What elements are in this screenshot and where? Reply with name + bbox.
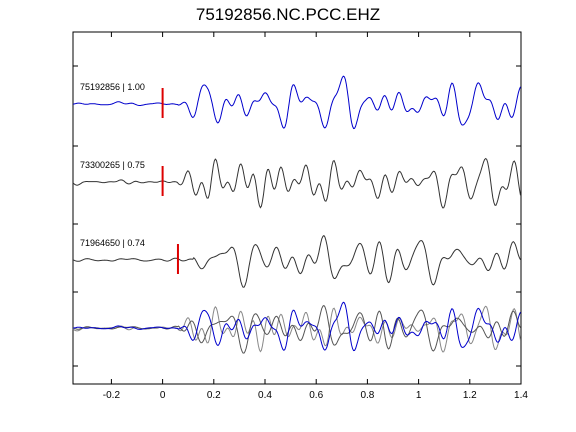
trace-label-0: 75192856 | 1.00	[80, 82, 145, 92]
traces-group	[72, 75, 521, 354]
axes-frame	[72, 31, 522, 385]
x-tick-label: 1.4	[514, 390, 528, 401]
trace-label-1: 73300265 | 0.75	[80, 160, 145, 170]
x-tick-label: 0.2	[207, 390, 221, 401]
overlay-trace-2	[72, 301, 521, 352]
x-tick-label: 0	[160, 390, 166, 401]
chart-title: 75192856.NC.PCC.EHZ	[195, 5, 381, 24]
trace-line-1	[72, 157, 521, 209]
axis-ticks: -0.2 0 0.2 0.4 0.6 0.8 1 1.2 1.4	[73, 32, 528, 401]
trace-line-0	[72, 75, 521, 130]
overlay-trace-1	[72, 304, 521, 354]
x-tick-label: 1.2	[463, 390, 477, 401]
trace-line-2	[72, 234, 521, 288]
trace-labels: 75192856 | 1.00 73300265 | 0.75 71964650 |…	[80, 82, 145, 248]
x-tick-label: -0.2	[103, 390, 121, 401]
x-tick-label: 0.8	[360, 390, 374, 401]
x-tick-label: 1	[416, 390, 422, 401]
x-tick-label: 0.4	[258, 390, 272, 401]
x-tick-label: 0.6	[309, 390, 323, 401]
trace-label-2: 71964650 | 0.74	[80, 238, 145, 248]
